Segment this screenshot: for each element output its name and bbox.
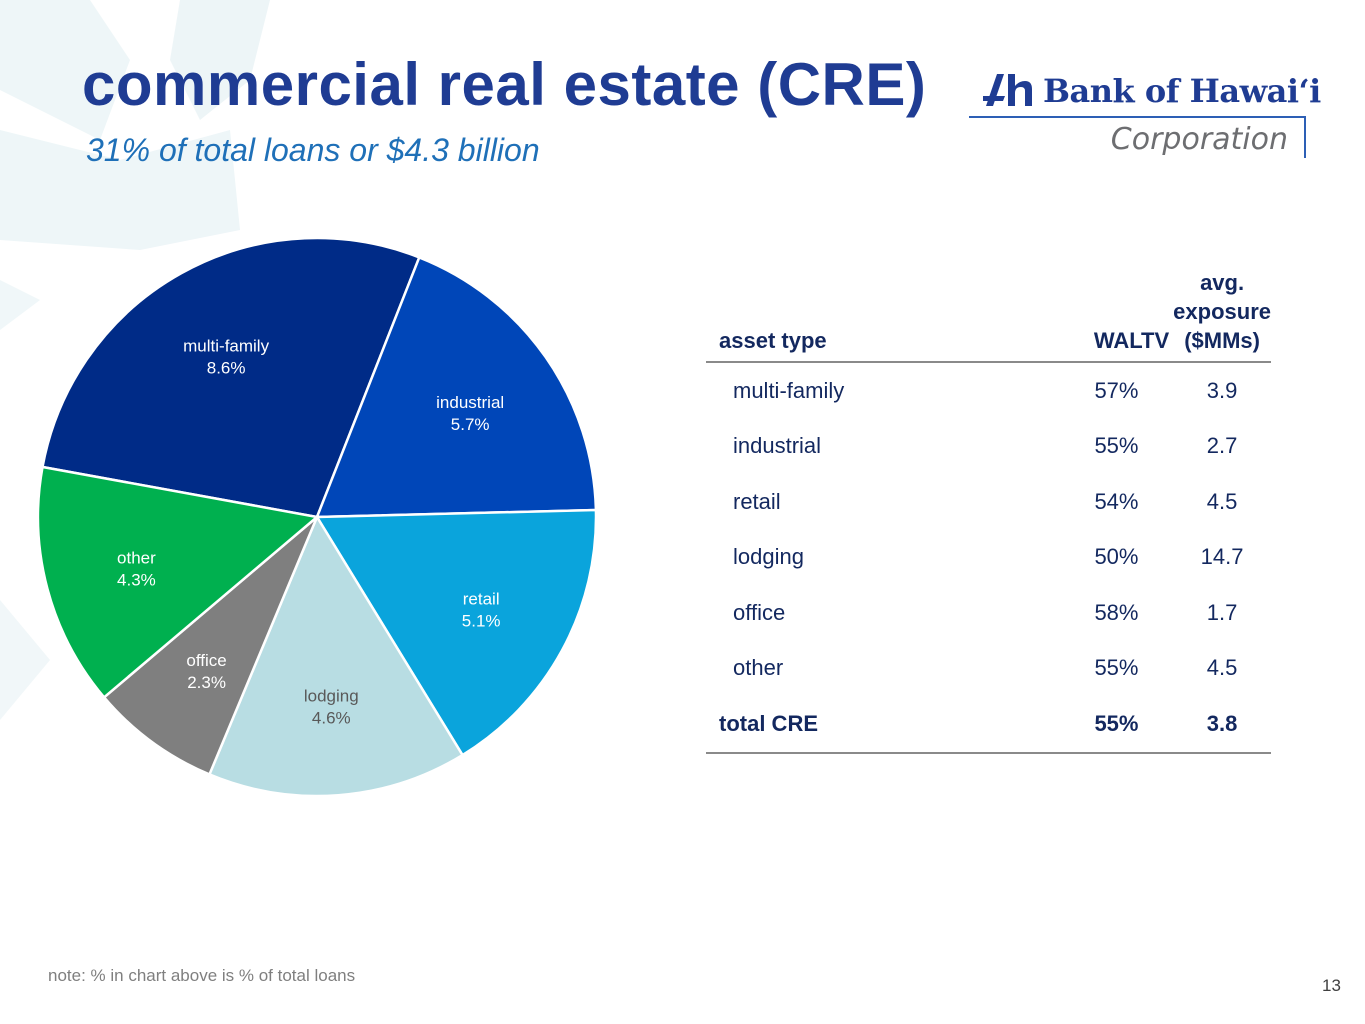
pie-slice-other [36,465,320,700]
table-row: multi-family 57% 3.9 [706,362,1271,419]
cell-total-waltv: 55% [959,696,1174,754]
cell-waltv: 54% [1094,488,1139,514]
pie-slice-industrial [315,255,598,519]
pie-slice-office [102,516,319,777]
header-exposure-line-1: avg. [1200,270,1245,295]
bank-logo-icon [983,74,1032,106]
cell-total-exposure: 3.8 [1173,696,1271,754]
table-total-row: total CRE 55% 3.8 [706,696,1271,754]
header-exposure-line-2: exposure [1173,299,1271,324]
table-row: office 58% 1.7 [706,585,1271,641]
pie-value-other: 4.3% [117,570,156,589]
cell-asset: retail [733,488,781,514]
logo-subtitle: Corporation [1110,122,1288,157]
table-header-row: asset type WALTV avg. exposure ($MMs) [706,268,1271,363]
footnote: note: % in chart above is % of total loa… [48,966,356,985]
cell-exposure: 1.7 [1206,599,1238,625]
cell-exposure: 3.9 [1206,377,1238,403]
pie-slice-lodging [207,514,465,798]
table-row: other 55% 4.5 [706,641,1271,697]
cell-waltv: 58% [1094,599,1139,625]
header-exposure-line-3: ($MMs) [1184,328,1260,353]
page-number: 13 [1322,976,1341,995]
pie-label-other: other [117,548,156,567]
pie-value-retail: 5.1% [462,611,501,630]
pie-label-multi-family: multi-family [183,337,269,356]
background-decoration [0,0,270,720]
header-avg-exposure: avg. exposure ($MMs) [1173,268,1271,363]
cell-waltv: 55% [1094,655,1139,681]
page-title: commercial real estate (CRE) [82,51,927,118]
logo-name: Bank of Hawaiʻi [1043,72,1321,110]
cell-exposure: 4.5 [1206,488,1238,514]
logo-divider-vertical [1304,116,1306,158]
table-row: lodging 50% 14.7 [706,530,1271,586]
pie-label-lodging: lodging [304,686,359,705]
pie-value-multi-family: 8.6% [207,359,246,378]
pie-label-retail: retail [463,589,500,608]
company-logo: Bank of Hawaiʻi Corporation [965,62,1321,162]
page-subtitle: 31% of total loans or $4.3 billion [86,132,540,168]
cell-asset: industrial [733,433,822,459]
pie-label-industrial: industrial [436,393,504,412]
pie-slice-retail [314,508,598,757]
pie-value-lodging: 4.6% [312,708,351,727]
cell-exposure: 4.5 [1206,655,1238,681]
cell-waltv: 55% [1094,433,1139,459]
cell-asset: other [733,655,784,681]
cell-asset: office [733,599,786,625]
cre-table: asset type WALTV avg. exposure ($MMs) mu… [706,268,1271,754]
header-waltv: WALTV [959,268,1174,363]
pie-value-industrial: 5.7% [451,415,490,434]
cell-asset: multi-family [733,377,845,403]
cell-waltv: 50% [1094,544,1139,570]
cell-total-asset: total CRE [706,696,960,754]
cell-waltv: 57% [1094,377,1139,403]
pie-value-office: 2.3% [187,673,226,692]
pie-label-office: office [186,651,226,670]
pie-slice-multi-family [41,236,421,519]
header-asset-type: asset type [706,268,960,363]
cell-exposure: 14.7 [1200,544,1244,570]
table-row: industrial 55% 2.7 [706,419,1271,475]
table-row: retail 54% 4.5 [706,474,1271,530]
cell-asset: lodging [733,544,804,570]
cell-exposure: 2.7 [1206,433,1238,459]
logo-divider [969,116,1306,118]
cre-pie-chart: multi-family 8.6% industrial 5.7% retail 5.1%… [36,236,598,798]
